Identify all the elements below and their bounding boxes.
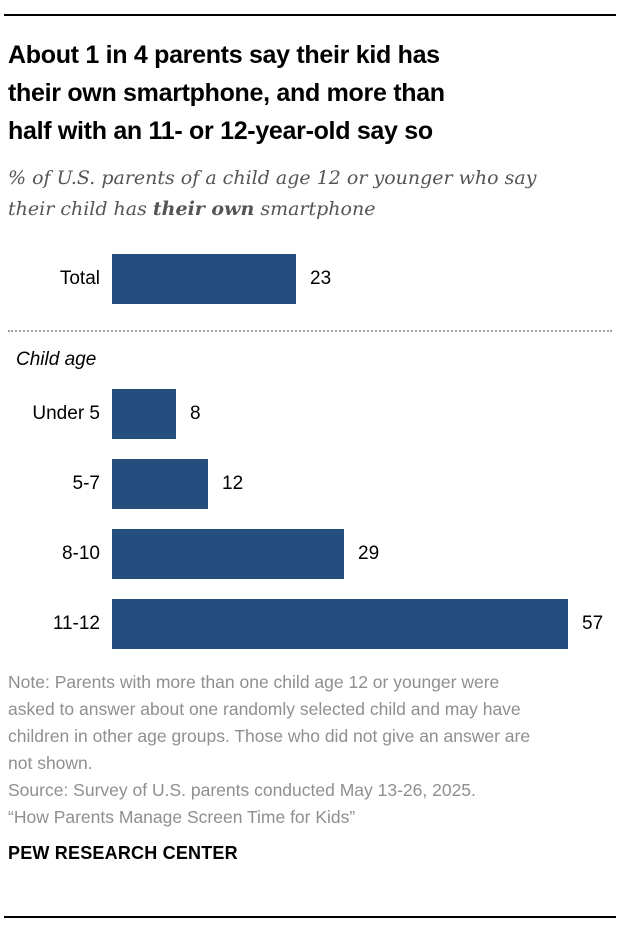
bar-11-12 <box>112 599 568 649</box>
section-divider <box>8 330 612 332</box>
top-rule <box>4 14 616 16</box>
bar-total <box>112 254 296 304</box>
bar-label: Under 5 <box>32 403 100 424</box>
chart-subtitle-line: their child has their own smartphone <box>8 198 376 220</box>
bar-row-8-10: 8-10 29 <box>8 529 612 579</box>
note-line: asked to answer about one randomly selec… <box>8 699 521 719</box>
page-title-line: their own smartphone, and more than <box>8 79 445 107</box>
section-label: Child age <box>16 349 97 370</box>
bottom-rule <box>4 916 616 918</box>
bar-label: 8-10 <box>61 543 100 564</box>
chart-subtitle-line: % of U.S. parents of a child age 12 or y… <box>8 167 537 189</box>
bar-value: 23 <box>310 268 332 289</box>
source-line: Source: Survey of U.S. parents conducted… <box>8 780 476 800</box>
bar-label: 5-7 <box>72 473 100 494</box>
chart-card: About 1 in 4 parents say their kid has t… <box>0 36 620 864</box>
note-line: Note: Parents with more than one child a… <box>8 672 500 692</box>
page-title-line: About 1 in 4 parents say their kid has <box>8 41 440 69</box>
page-title-line: half with an 11- or 12-year-old say so <box>8 117 433 145</box>
note-line: not shown. <box>8 753 93 773</box>
bar-5-7 <box>112 459 208 509</box>
bar-value: 29 <box>358 543 380 564</box>
bar-row-11-12: 11-12 57 <box>8 599 612 649</box>
bar-under-5 <box>112 389 176 439</box>
bar-row-total: Total 23 <box>8 254 612 304</box>
brand-footer: PEW RESEARCH CENTER <box>8 843 238 863</box>
subtitle-emphasis: their own <box>152 198 255 220</box>
report-title-line: “How Parents Manage Screen Time for Kids… <box>8 807 356 827</box>
bar-row-5-7: 5-7 12 <box>8 459 612 509</box>
bar-value: 8 <box>190 403 201 424</box>
note-text: Note: Parents with more than one child a… <box>8 669 612 831</box>
note-line: children in other age groups. Those who … <box>8 726 531 746</box>
bar-chart: Total 23 Child age Under 5 8 5-7 12 8-10… <box>8 254 612 649</box>
bar-label: 11-12 <box>52 613 100 634</box>
bar-row-under-5: Under 5 8 <box>8 389 612 439</box>
bar-value: 12 <box>222 473 244 494</box>
bar-value: 57 <box>582 613 604 634</box>
chart-subtitle: % of U.S. parents of a child age 12 or y… <box>8 163 612 225</box>
bar-8-10 <box>112 529 344 579</box>
page-title: About 1 in 4 parents say their kid has t… <box>8 36 612 150</box>
bar-label: Total <box>59 268 100 289</box>
